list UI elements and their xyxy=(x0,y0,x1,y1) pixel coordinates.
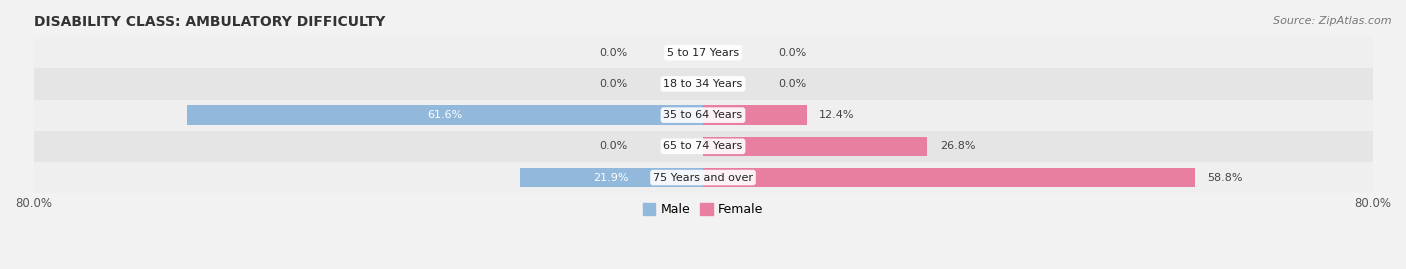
Text: 5 to 17 Years: 5 to 17 Years xyxy=(666,48,740,58)
Text: 0.0%: 0.0% xyxy=(779,48,807,58)
Bar xyxy=(703,168,1195,187)
Text: 75 Years and over: 75 Years and over xyxy=(652,172,754,183)
Text: 65 to 74 Years: 65 to 74 Years xyxy=(664,141,742,151)
Text: DISABILITY CLASS: AMBULATORY DIFFICULTY: DISABILITY CLASS: AMBULATORY DIFFICULTY xyxy=(34,15,385,29)
Text: 0.0%: 0.0% xyxy=(779,79,807,89)
Bar xyxy=(34,162,1372,193)
Text: 18 to 34 Years: 18 to 34 Years xyxy=(664,79,742,89)
Text: 58.8%: 58.8% xyxy=(1208,172,1243,183)
Text: 0.0%: 0.0% xyxy=(599,79,627,89)
Text: 26.8%: 26.8% xyxy=(939,141,976,151)
Bar xyxy=(703,137,928,156)
Text: 12.4%: 12.4% xyxy=(820,110,855,120)
Bar xyxy=(34,100,1372,131)
Text: 35 to 64 Years: 35 to 64 Years xyxy=(664,110,742,120)
Text: 0.0%: 0.0% xyxy=(599,141,627,151)
Bar xyxy=(520,168,703,187)
Bar xyxy=(703,105,807,125)
Bar xyxy=(34,131,1372,162)
Text: 21.9%: 21.9% xyxy=(593,172,628,183)
Legend: Male, Female: Male, Female xyxy=(638,198,768,221)
Text: 0.0%: 0.0% xyxy=(599,48,627,58)
Text: 61.6%: 61.6% xyxy=(427,110,463,120)
Bar xyxy=(187,105,703,125)
Bar xyxy=(34,68,1372,100)
Bar xyxy=(34,37,1372,68)
Text: Source: ZipAtlas.com: Source: ZipAtlas.com xyxy=(1274,16,1392,26)
